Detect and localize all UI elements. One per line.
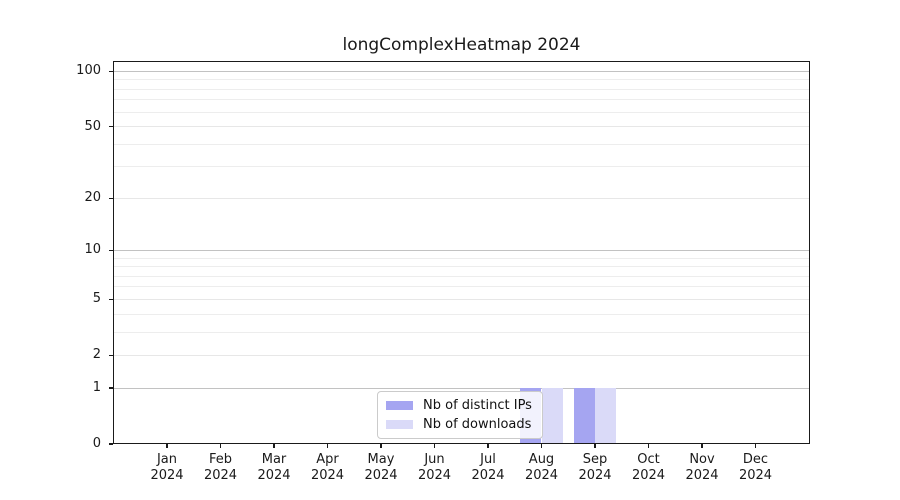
bar-distinct-ips-sep — [573, 388, 595, 444]
x-tick-month: May — [367, 452, 395, 467]
x-tick-month: Dec — [742, 452, 769, 467]
x-tick-jul — [487, 444, 489, 448]
legend-label-distinct-ips: Nb of distinct IPs — [423, 398, 532, 413]
x-tick-label-may: May 2024 — [349, 452, 413, 483]
x-tick-month: Sep — [582, 452, 608, 467]
gridline-minor-70 — [113, 99, 810, 101]
gridline-50 — [113, 126, 810, 128]
x-tick-label-feb: Feb 2024 — [189, 452, 253, 483]
x-tick-year: 2024 — [631, 467, 666, 483]
gridline-major-10 — [113, 249, 810, 251]
x-tick-label-dec: Dec 2024 — [724, 452, 788, 483]
x-tick-year: 2024 — [203, 467, 238, 483]
x-tick-label-oct: Oct 2024 — [617, 452, 681, 483]
y-tick-50 — [109, 126, 113, 128]
x-tick-year: 2024 — [150, 467, 184, 483]
x-tick-sep — [594, 444, 596, 448]
gridline-20 — [113, 197, 810, 199]
x-tick-month: Jul — [480, 452, 496, 467]
legend-items: Nb of distinct IPs Nb of downloads — [386, 394, 534, 436]
y-tick-label-10: 10 — [84, 242, 101, 258]
x-tick-year: 2024 — [578, 467, 612, 483]
x-tick-month: Mar — [261, 452, 287, 467]
y-tick-20 — [109, 197, 113, 199]
gridline-2 — [113, 354, 810, 356]
x-tick-feb — [219, 444, 222, 448]
y-tick-label-1: 1 — [92, 380, 101, 396]
x-tick-year: 2024 — [364, 467, 398, 483]
x-tick-month: Apr — [316, 452, 339, 467]
gridline-major-100 — [113, 70, 810, 72]
gridline-minor-6 — [113, 286, 810, 288]
y-tick-0 — [109, 443, 113, 445]
y-tick-10 — [109, 249, 113, 252]
x-tick-month: Oct — [637, 452, 660, 467]
x-tick-jan — [166, 444, 168, 448]
bar-downloads-sep — [595, 388, 617, 444]
gridline-major-1 — [113, 387, 810, 389]
x-tick-mar — [273, 444, 275, 448]
x-tick-year: 2024 — [417, 467, 452, 483]
gridline-minor-4 — [113, 313, 810, 315]
y-tick-1 — [109, 387, 113, 389]
x-tick-year: 2024 — [310, 467, 345, 483]
chart-title: longComplexHeatmap 2024 — [342, 35, 581, 55]
x-tick-year: 2024 — [738, 467, 773, 483]
x-tick-label-jun: Jun 2024 — [403, 452, 467, 483]
legend-swatch-downloads — [386, 420, 413, 429]
x-tick-month: Aug — [528, 452, 555, 467]
x-tick-may — [380, 444, 382, 448]
gridline-minor-60 — [113, 111, 810, 113]
gridline-minor-40 — [113, 143, 810, 145]
x-tick-dec — [754, 444, 757, 448]
y-tick-5 — [109, 298, 113, 300]
x-tick-year: 2024 — [685, 467, 719, 483]
gridline-5 — [113, 298, 810, 300]
x-tick-year: 2024 — [471, 467, 505, 483]
x-tick-month: Jan — [156, 452, 178, 467]
gridline-minor-8 — [113, 266, 810, 268]
x-tick-label-apr: Apr 2024 — [296, 452, 360, 483]
x-tick-label-mar: Mar 2024 — [242, 452, 306, 483]
y-tick-label-100: 100 — [76, 63, 101, 79]
y-tick-100 — [109, 70, 113, 73]
y-tick-label-20: 20 — [84, 190, 101, 206]
x-tick-month: Feb — [208, 452, 233, 467]
x-tick-nov — [701, 444, 703, 448]
y-tick-label-5: 5 — [92, 291, 101, 307]
y-tick-label-0: 0 — [92, 436, 101, 451]
legend-label-downloads: Nb of downloads — [423, 417, 532, 432]
legend: Nb of distinct IPs Nb of downloads — [377, 391, 543, 439]
x-tick-label-jul: Jul 2024 — [456, 452, 520, 483]
x-tick-aug — [540, 444, 543, 448]
gridline-minor-90 — [113, 79, 810, 81]
x-tick-year: 2024 — [524, 467, 559, 483]
legend-item-downloads: Nb of downloads — [386, 417, 534, 432]
y-tick-label-2: 2 — [92, 347, 101, 363]
x-tick-month: Nov — [689, 452, 715, 467]
plot-area — [113, 61, 810, 444]
x-tick-year: 2024 — [257, 467, 291, 483]
gridline-minor-80 — [113, 88, 810, 90]
gridline-minor-9 — [113, 257, 810, 259]
x-tick-label-jan: Jan 2024 — [135, 452, 199, 483]
x-tick-oct — [647, 444, 650, 448]
gridline-minor-7 — [113, 275, 810, 277]
x-tick-month: Jun — [424, 452, 445, 467]
gridline-minor-30 — [113, 166, 810, 168]
y-tick-label-50: 50 — [84, 118, 101, 134]
x-tick-label-aug: Aug 2024 — [510, 452, 574, 483]
x-tick-apr — [326, 444, 329, 448]
legend-item-distinct-ips: Nb of distinct IPs — [386, 398, 534, 413]
x-tick-label-sep: Sep 2024 — [563, 452, 627, 483]
legend-swatch-distinct-ips — [386, 401, 413, 410]
y-tick-2 — [109, 354, 113, 356]
x-tick-jun — [433, 444, 436, 448]
x-tick-label-nov: Nov 2024 — [670, 452, 734, 483]
bar-downloads-aug — [541, 388, 563, 444]
gridline-minor-3 — [113, 331, 810, 333]
